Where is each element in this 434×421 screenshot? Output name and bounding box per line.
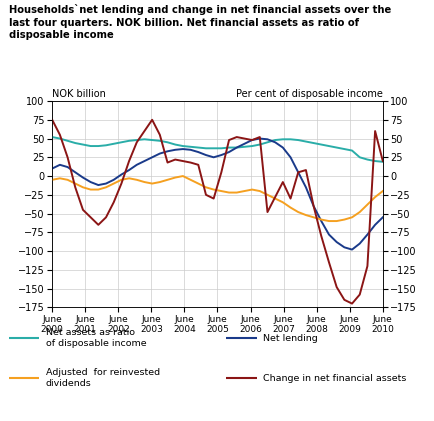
Text: Adjusted  for reinvested
dividends: Adjusted for reinvested dividends bbox=[46, 368, 159, 388]
Text: NOK billion: NOK billion bbox=[52, 89, 106, 99]
Text: Per cent of disposable income: Per cent of disposable income bbox=[235, 89, 382, 99]
Text: Net lending: Net lending bbox=[263, 333, 317, 343]
Text: Households`net lending and change in net financial assets over the
last four qua: Households`net lending and change in net… bbox=[9, 4, 390, 40]
Text: Net assets as ratio
of disposable income: Net assets as ratio of disposable income bbox=[46, 328, 146, 348]
Text: Change in net financial assets: Change in net financial assets bbox=[263, 373, 406, 383]
